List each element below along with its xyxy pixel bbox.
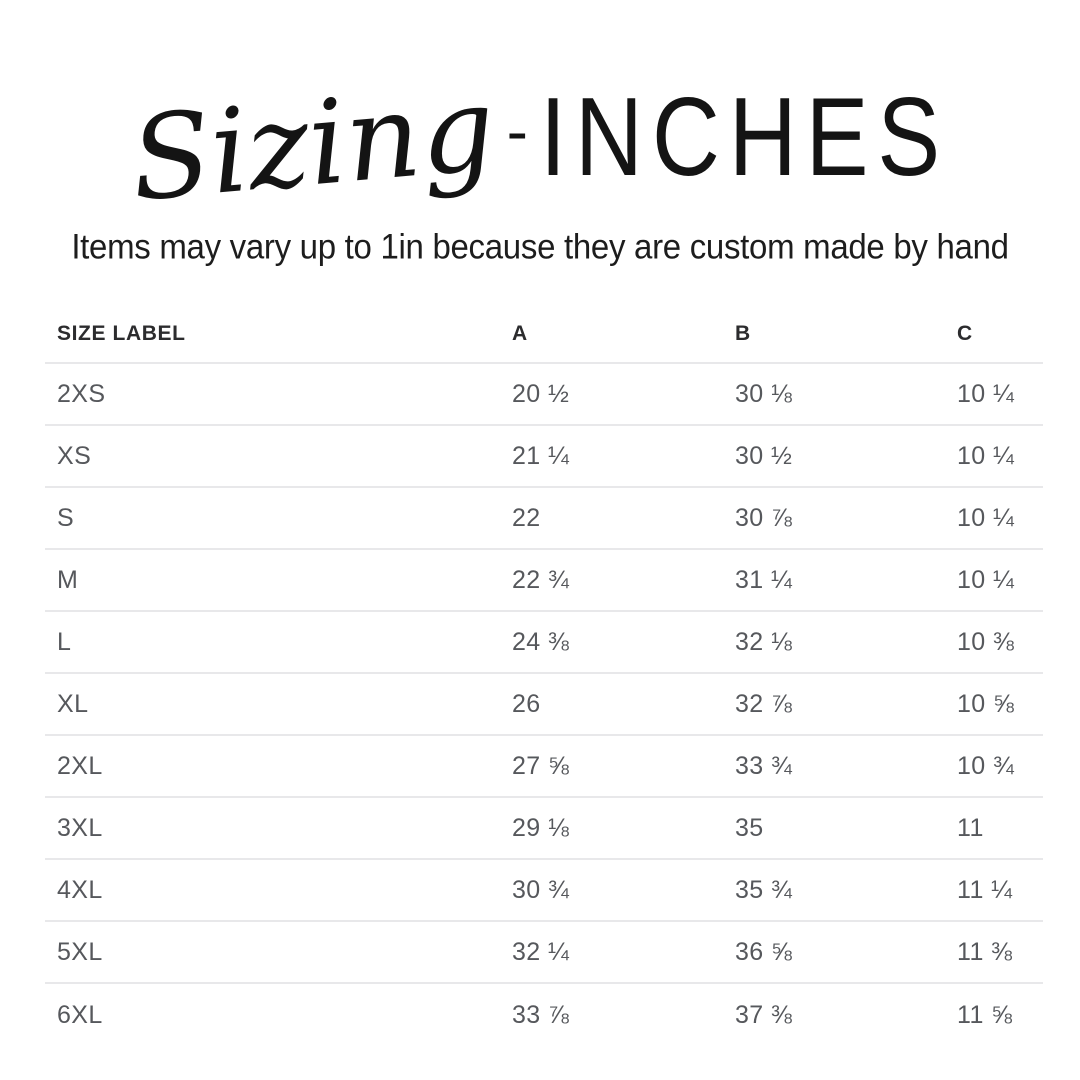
col-c-cell: 11 xyxy=(957,813,984,842)
col-a-cell: 29 ⅛ xyxy=(512,813,570,842)
col-a-cell: 26 xyxy=(512,689,541,718)
col-c-cell: 10 ¼ xyxy=(957,379,1015,408)
col-c-cell: 10 ¼ xyxy=(957,503,1015,532)
header-col-b: B xyxy=(735,321,751,345)
table-row: M 22 ¾ 31 ¼ 10 ¼ xyxy=(45,550,1043,612)
size-label-cell: S xyxy=(57,503,75,532)
col-a-cell: 24 ⅜ xyxy=(512,627,570,656)
col-a-cell: 27 ⅝ xyxy=(512,751,570,780)
table-row: 5XL 32 ¼ 36 ⅝ 11 ⅜ xyxy=(45,922,1043,984)
table-row: 3XL 29 ⅛ 35 11 xyxy=(45,798,1043,860)
col-a-cell: 33 ⅞ xyxy=(512,1000,570,1029)
size-label-cell: XS xyxy=(57,441,92,470)
table-row: 2XL 27 ⅝ 33 ¾ 10 ¾ xyxy=(45,736,1043,798)
col-b-cell: 35 ¾ xyxy=(735,875,793,904)
size-label-cell: M xyxy=(57,565,79,594)
table-row: XL 26 32 ⅞ 10 ⅝ xyxy=(45,674,1043,736)
col-a-cell: 22 ¾ xyxy=(512,565,570,594)
col-b-cell: 37 ⅜ xyxy=(735,1000,793,1029)
title-script-sizing: Sizing xyxy=(125,61,500,228)
page-title: Sizing - INCHES xyxy=(0,52,1080,228)
size-label-cell: 2XS xyxy=(57,379,106,408)
table-row: 2XS 20 ½ 30 ⅛ 10 ¼ xyxy=(45,364,1043,426)
col-a-cell: 21 ¼ xyxy=(512,441,570,470)
col-b-cell: 32 ⅛ xyxy=(735,627,793,656)
size-label-cell: 6XL xyxy=(57,1000,103,1029)
header-col-c: C xyxy=(957,321,973,345)
col-a-cell: 22 xyxy=(512,503,541,532)
size-label-cell: XL xyxy=(57,689,89,718)
size-label-cell: 4XL xyxy=(57,875,103,904)
col-b-cell: 30 ½ xyxy=(735,441,793,470)
size-table: SIZE LABEL A B C 2XS 20 ½ 30 ⅛ 10 ¼ XS 2… xyxy=(45,305,1043,1046)
col-b-cell: 35 xyxy=(735,813,764,842)
size-label-cell: L xyxy=(57,627,72,656)
col-c-cell: 10 ¼ xyxy=(957,441,1015,470)
col-c-cell: 10 ⅝ xyxy=(957,689,1015,718)
table-row: L 24 ⅜ 32 ⅛ 10 ⅜ xyxy=(45,612,1043,674)
size-label-cell: 2XL xyxy=(57,751,103,780)
col-b-cell: 33 ¾ xyxy=(735,751,793,780)
title-inches: INCHES xyxy=(539,74,950,199)
table-row: XS 21 ¼ 30 ½ 10 ¼ xyxy=(45,426,1043,488)
col-a-cell: 32 ¼ xyxy=(512,937,570,966)
col-a-cell: 20 ½ xyxy=(512,379,570,408)
col-b-cell: 30 ⅞ xyxy=(735,503,793,532)
table-row: 6XL 33 ⅞ 37 ⅜ 11 ⅝ xyxy=(45,984,1043,1046)
col-c-cell: 10 ¾ xyxy=(957,751,1015,780)
table-row: 4XL 30 ¾ 35 ¾ 11 ¼ xyxy=(45,860,1043,922)
size-label-cell: 5XL xyxy=(57,937,103,966)
col-c-cell: 11 ⅜ xyxy=(957,937,1013,966)
header-col-a: A xyxy=(512,321,528,345)
col-c-cell: 10 ¼ xyxy=(957,565,1015,594)
col-b-cell: 31 ¼ xyxy=(735,565,793,594)
col-b-cell: 32 ⅞ xyxy=(735,689,793,718)
title-separator: - xyxy=(506,95,528,167)
table-header-row: SIZE LABEL A B C xyxy=(45,305,1043,364)
col-c-cell: 11 ⅝ xyxy=(957,1000,1013,1029)
header-size-label: SIZE LABEL xyxy=(57,321,186,345)
table-row: S 22 30 ⅞ 10 ¼ xyxy=(45,488,1043,550)
col-c-cell: 10 ⅜ xyxy=(957,627,1015,656)
size-label-cell: 3XL xyxy=(57,813,103,842)
subtitle-note: Items may vary up to 1in because they ar… xyxy=(71,226,1009,267)
col-b-cell: 30 ⅛ xyxy=(735,379,793,408)
table-body: 2XS 20 ½ 30 ⅛ 10 ¼ XS 21 ¼ 30 ½ 10 ¼ S 2… xyxy=(45,364,1043,1046)
col-c-cell: 11 ¼ xyxy=(957,875,1013,904)
col-b-cell: 36 ⅝ xyxy=(735,937,793,966)
col-a-cell: 30 ¾ xyxy=(512,875,570,904)
